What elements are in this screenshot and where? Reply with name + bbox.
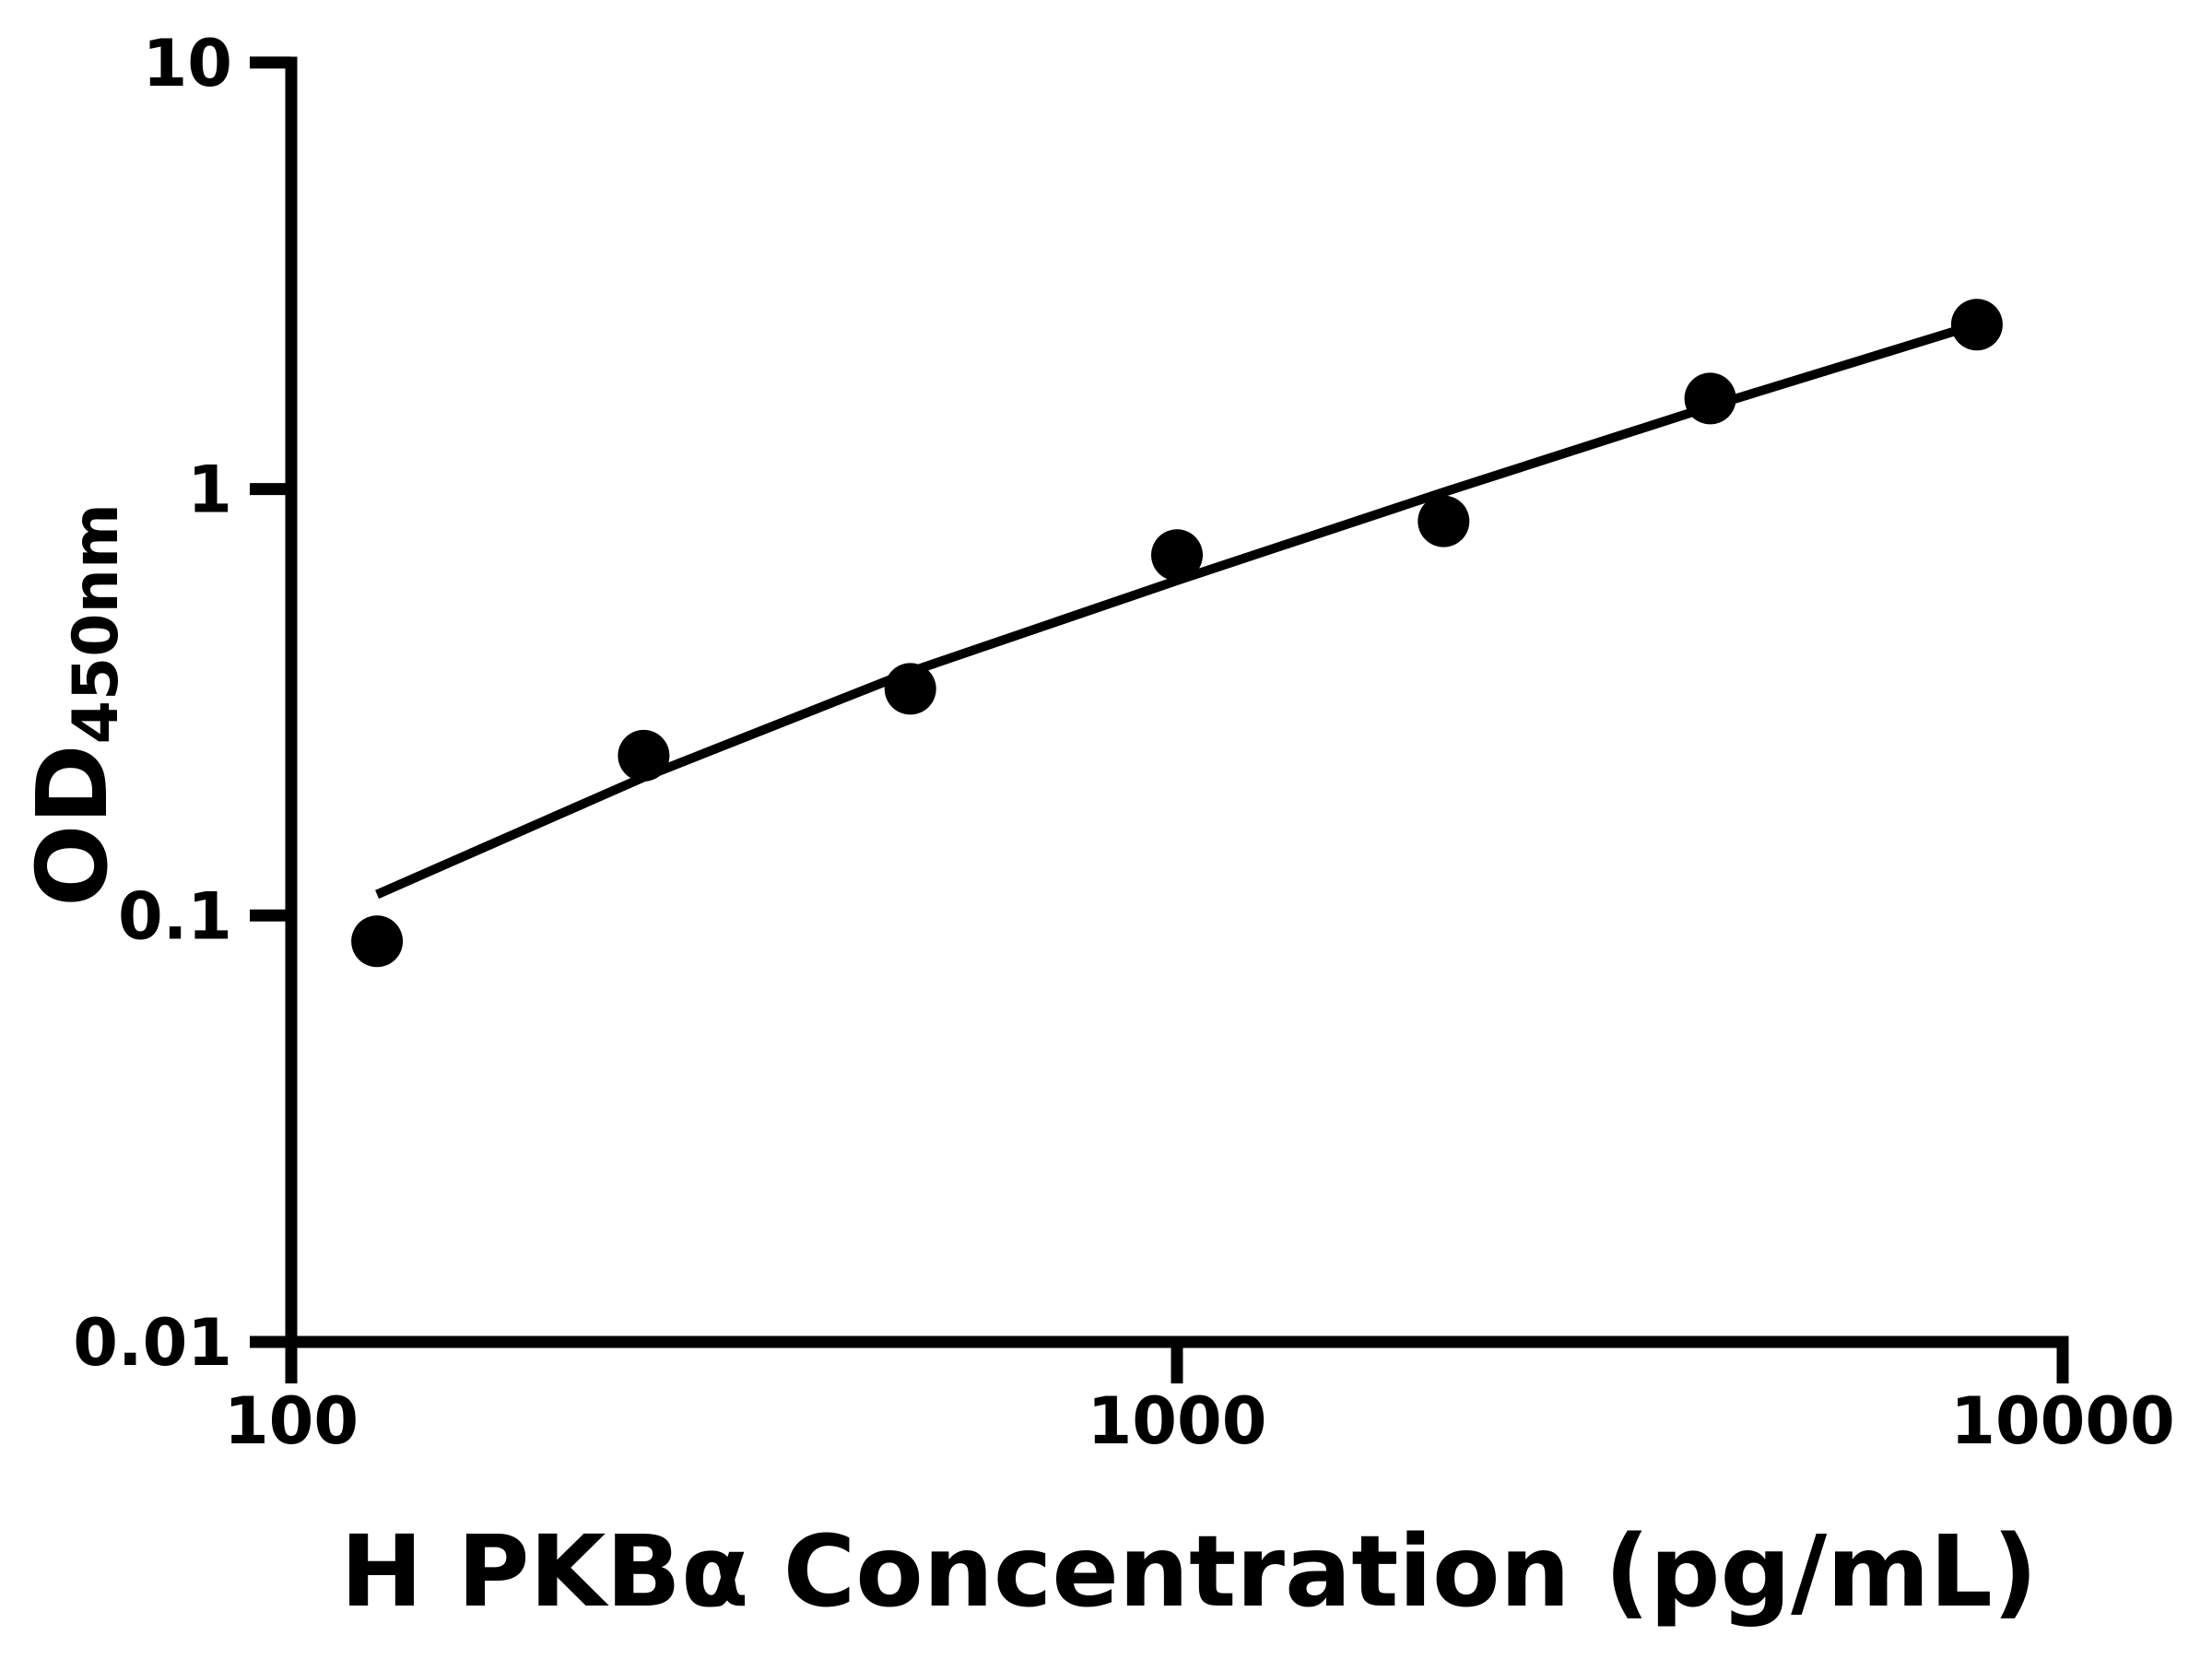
tick-labels: 100 1000 10000 10 1 0.1 0.01 (73, 26, 2174, 1459)
y-tick-label-10: 10 (143, 26, 232, 101)
plot-series (351, 299, 2003, 968)
fit-curve (375, 320, 1979, 900)
x-tick-label-100: 100 (224, 1383, 359, 1459)
x-tick-label-10000: 10000 (1950, 1383, 2175, 1459)
x-axis-title: H PKBα Concentration (pg/mL) (340, 1515, 2037, 1630)
x-tick-label-1000: 1000 (1088, 1383, 1267, 1459)
data-point-x2000 (1418, 495, 1470, 547)
y-axis-title-subscript: 450nm (60, 503, 133, 744)
y-tick-label-0.01: 0.01 (73, 1305, 232, 1381)
y-axis-title-main: OD (17, 744, 129, 906)
data-point-x125 (351, 915, 404, 968)
y-axis-title: OD450nm (17, 503, 133, 907)
y-tick-label-0.1: 0.1 (118, 878, 232, 954)
y-tick-label-1: 1 (187, 453, 232, 528)
axes (285, 56, 2069, 1348)
data-point-x1000 (1151, 529, 1203, 582)
tick-marks (250, 56, 2069, 1383)
